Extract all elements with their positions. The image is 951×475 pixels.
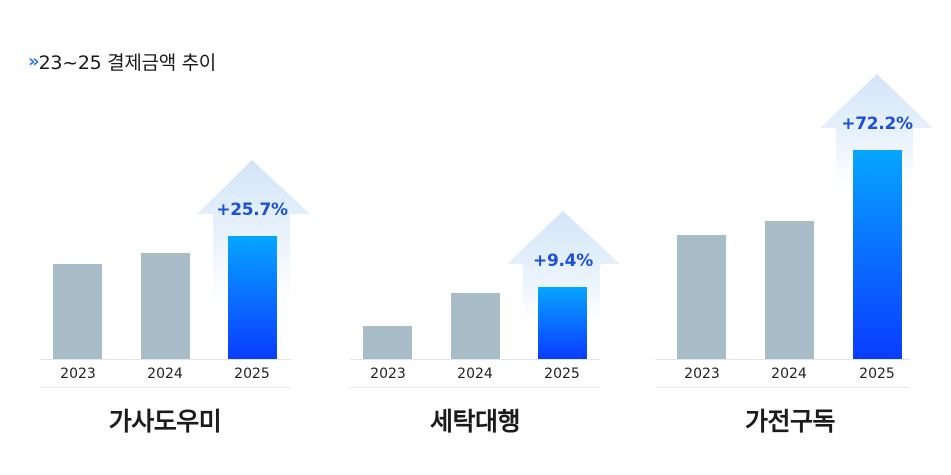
divider-line xyxy=(655,387,910,388)
bar-2023 xyxy=(677,235,726,359)
group-title: 가전구독 xyxy=(744,407,836,436)
x-tick-2024: 2024 xyxy=(771,366,807,382)
growth-arrow-icon xyxy=(820,74,933,202)
bar-2025 xyxy=(538,287,587,359)
double-chevron-icon: » xyxy=(28,51,40,72)
x-axis-line xyxy=(40,359,291,360)
growth-label: +72.2% xyxy=(841,114,913,134)
bar-2024 xyxy=(141,253,190,359)
x-axis-line xyxy=(655,359,910,360)
bar-2025 xyxy=(853,150,902,359)
group-title: 세탁대행 xyxy=(429,407,521,436)
growth-arrow-icon xyxy=(507,211,620,339)
x-tick-2023: 2023 xyxy=(370,366,406,382)
x-tick-2023: 2023 xyxy=(684,366,720,382)
bar-2025 xyxy=(228,236,277,359)
growth-label: +9.4% xyxy=(533,251,593,271)
divider-line xyxy=(40,387,291,388)
bar-2023 xyxy=(363,326,412,359)
x-tick-2025: 2025 xyxy=(544,366,580,382)
bar-2024 xyxy=(451,293,500,359)
chart-title: » 23~25 결제금액 추이 xyxy=(28,48,216,75)
bar-2023 xyxy=(53,264,102,359)
growth-label: +25.7% xyxy=(216,200,288,220)
x-tick-2025: 2025 xyxy=(234,366,270,382)
x-axis-line xyxy=(350,359,600,360)
x-tick-2023: 2023 xyxy=(60,366,96,382)
chart-title-text: 23~25 결제금액 추이 xyxy=(38,52,217,74)
x-tick-2025: 2025 xyxy=(859,366,895,382)
bar-2024 xyxy=(765,221,814,359)
x-tick-2024: 2024 xyxy=(147,366,183,382)
group-title: 가사도우미 xyxy=(108,407,222,436)
x-tick-2024: 2024 xyxy=(457,366,493,382)
divider-line xyxy=(350,387,600,388)
